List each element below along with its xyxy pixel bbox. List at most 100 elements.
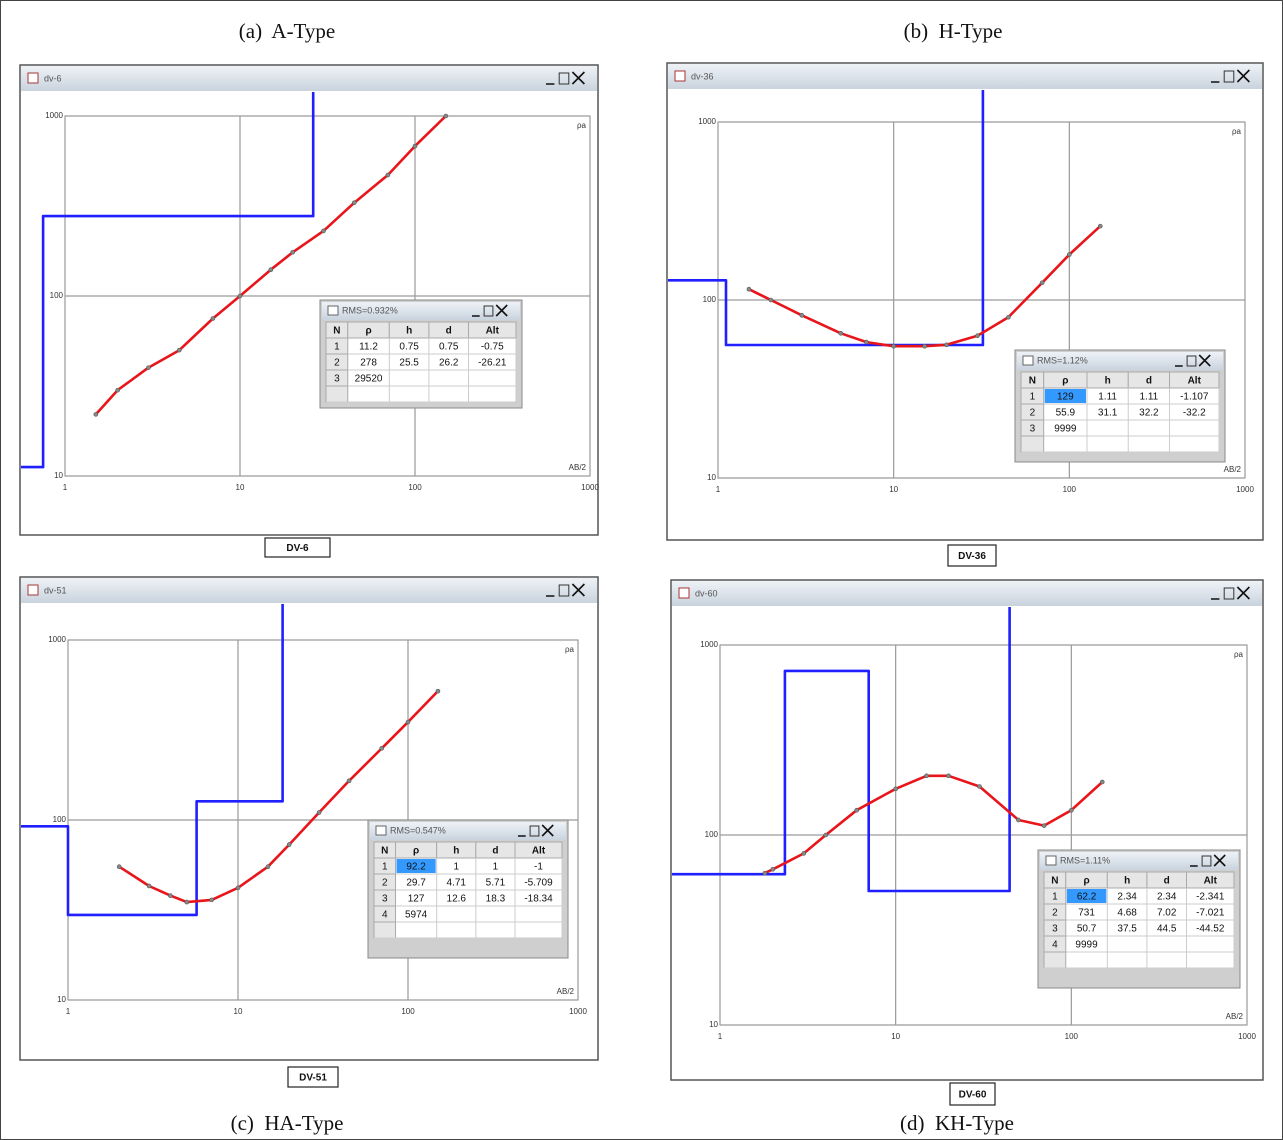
table-cell: 4.68 <box>1117 908 1137 919</box>
header-cell <box>514 841 563 859</box>
label-box <box>264 537 331 558</box>
data-point <box>946 773 951 779</box>
data-point <box>379 746 384 751</box>
data-point <box>854 807 859 813</box>
row-header <box>1020 435 1045 453</box>
maximize-button <box>558 72 570 85</box>
table-cell: 26.2 <box>439 358 459 369</box>
maximize-button <box>529 825 540 837</box>
y-tick-label: 100 <box>705 830 719 839</box>
column-header: h <box>1124 876 1130 887</box>
table-cell: 11.2 <box>359 342 378 353</box>
label-box <box>947 544 997 567</box>
header-cell <box>1169 371 1220 389</box>
column-header: Alt <box>532 846 546 857</box>
data-point <box>864 339 869 345</box>
row-header <box>325 385 349 403</box>
row-header <box>1043 951 1067 969</box>
x-tick-label: 100 <box>408 483 422 492</box>
x-axis-label: AB/2 <box>569 463 587 472</box>
data-point <box>268 267 274 272</box>
x-tick-label: 100 <box>1065 1032 1079 1041</box>
window-title: dv-51 <box>44 585 67 595</box>
close-button <box>1236 69 1250 83</box>
window-title: dv-60 <box>695 588 718 598</box>
panel-caption: (d) KH-Type <box>900 1111 1014 1135</box>
column-header: Alt <box>486 326 500 337</box>
table-cell: 44.5 <box>1157 924 1177 935</box>
column-header: Alt <box>1188 376 1202 387</box>
table-cell: 1.11 <box>1098 392 1117 403</box>
table-cell: 62.2 <box>1077 892 1097 903</box>
table-cell: 9999 <box>1075 940 1098 951</box>
window-label: DV-51 <box>299 1073 327 1084</box>
header-cell <box>1186 871 1235 889</box>
x-tick-label: 100 <box>1063 485 1077 494</box>
data-point <box>209 897 214 903</box>
table-cell: 1 <box>1052 892 1058 903</box>
table-title-bar <box>1017 352 1223 370</box>
table-cell: 55.9 <box>1056 408 1076 419</box>
table-cell: -7.021 <box>1196 908 1225 919</box>
table-cell: 0.75 <box>399 342 419 353</box>
panel-caption: (a) A-Type <box>239 19 336 43</box>
data-point <box>1067 252 1072 257</box>
y-axis-label: ρa <box>565 645 575 654</box>
data-point <box>237 293 243 299</box>
x-tick-label: 10 <box>891 1032 900 1041</box>
data-point <box>115 387 120 393</box>
table-title: RMS=0.547% <box>390 825 446 835</box>
label-box <box>949 1082 996 1106</box>
table-cell: 127 <box>408 894 425 905</box>
column-header: d <box>1164 876 1170 887</box>
window-label: DV-6 <box>286 543 309 554</box>
column-header: ρ <box>413 846 419 857</box>
window-title-bar <box>672 581 1262 606</box>
table-cell: 731 <box>1078 908 1095 919</box>
data-point <box>975 333 980 339</box>
table-cell: 3 <box>382 894 388 905</box>
data-point <box>799 313 805 318</box>
maximize-button <box>1223 587 1235 600</box>
table-cell: 278 <box>360 358 377 369</box>
data-point <box>346 778 352 784</box>
close-button <box>495 304 508 317</box>
panel-caption: (b) H-Type <box>904 19 1003 43</box>
window-title: dv-6 <box>44 73 62 83</box>
table-title-bar <box>370 822 566 840</box>
y-tick-label: 100 <box>703 295 717 304</box>
data-point <box>922 343 927 349</box>
data-point <box>116 864 122 870</box>
column-header: N <box>1051 876 1058 887</box>
data-point <box>184 899 190 905</box>
y-tick-label: 1000 <box>45 111 63 120</box>
x-tick-label: 1 <box>66 1007 71 1016</box>
window-icon <box>678 587 690 599</box>
y-tick-label: 10 <box>54 471 63 480</box>
window-label: DV-60 <box>959 1090 987 1101</box>
series-line <box>668 90 985 347</box>
x-tick-label: 10 <box>889 485 898 494</box>
column-header: Alt <box>1204 876 1218 887</box>
data-point <box>235 885 241 891</box>
data-point <box>210 316 216 321</box>
table-cell: 5974 <box>405 910 428 921</box>
data-point <box>146 365 151 370</box>
data-point <box>944 342 949 348</box>
y-tick-label: 1000 <box>700 640 718 649</box>
window-title-bar <box>668 64 1262 89</box>
y-tick-label: 1000 <box>48 635 66 644</box>
close-button <box>571 583 585 597</box>
table-cell: 3 <box>1030 424 1036 435</box>
series-line <box>21 92 315 469</box>
data-point <box>1041 823 1047 828</box>
data-point <box>1016 817 1021 823</box>
table-cell: -18.34 <box>524 894 553 905</box>
series-line <box>21 604 284 917</box>
data-point <box>1097 223 1103 229</box>
maximize-button <box>1186 355 1197 367</box>
table-icon <box>375 825 387 836</box>
